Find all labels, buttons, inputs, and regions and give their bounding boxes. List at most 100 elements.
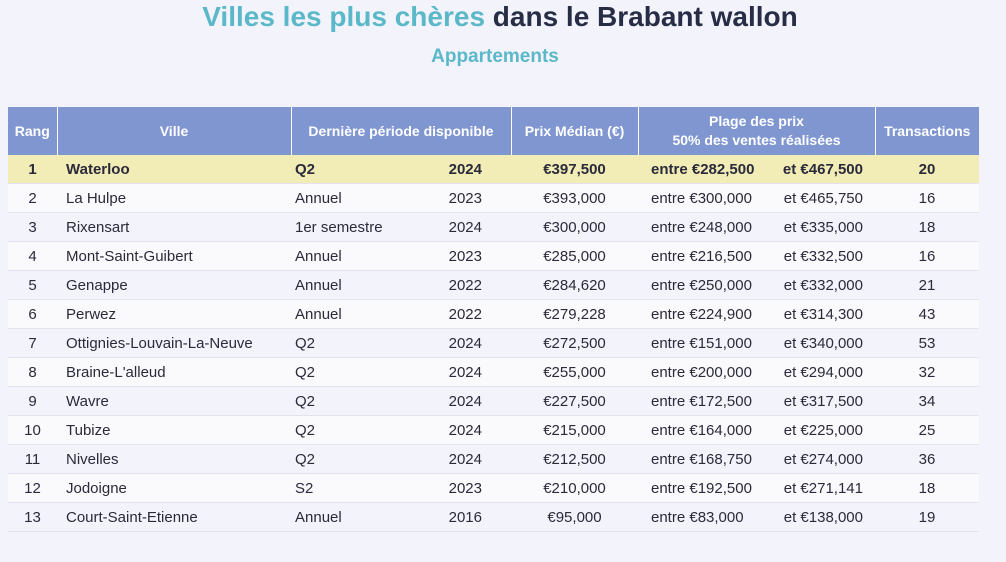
cell-transactions: 53 (875, 328, 979, 358)
cell-period-label: 1er semestre (295, 219, 383, 236)
cell-rank: 5 (8, 270, 57, 300)
cell-period: Q2 2024 (291, 328, 511, 358)
cell-city: Ottignies-Louvain-La-Neuve (57, 328, 291, 358)
cell-range-low: entre €164,000 (651, 422, 752, 439)
header-price-range-line2: 50% des ventes réalisées (672, 132, 841, 148)
table-body: 1 Waterloo Q2 2024 €397,500 entre €282,500 et … (8, 155, 979, 532)
cell-price-range: entre €164,000 et €225,000 (638, 415, 875, 445)
cell-range-high: et €225,000 (783, 422, 863, 439)
cell-price-range: entre €216,500 et €332,500 (638, 241, 875, 271)
cell-transactions: 16 (875, 241, 979, 271)
cell-median-price: €227,500 (511, 386, 638, 416)
cell-period-label: Q2 (295, 161, 316, 178)
header-transactions: Transactions (875, 107, 979, 155)
cell-period-label: Annuel (295, 277, 342, 294)
cell-median-price: €210,000 (511, 473, 638, 503)
cell-range-high: et €294,000 (783, 364, 863, 381)
cell-range-low: entre €192,500 (651, 480, 752, 497)
cell-price-range: entre €172,500 et €317,500 (638, 386, 875, 416)
cell-period-year: 2022 (448, 277, 482, 294)
cell-period: Annuel 2016 (291, 502, 511, 532)
cell-transactions: 18 (875, 473, 979, 503)
title-accent: Villes les plus chères (202, 1, 486, 32)
cell-price-range: entre €151,000 et €340,000 (638, 328, 875, 358)
cell-transactions: 16 (875, 183, 979, 213)
cell-rank: 12 (8, 473, 57, 503)
cell-range-low: entre €151,000 (651, 335, 752, 352)
table-row: 4 Mont-Saint-Guibert Annuel 2023 €285,000 ent… (8, 241, 979, 271)
cell-transactions: 34 (875, 386, 979, 416)
table-row: 11 Nivelles Q2 2024 €212,500 entre €168,750 et… (8, 444, 979, 474)
cell-range-low: entre €282,500 (651, 161, 755, 178)
cell-range-high: et €332,000 (783, 277, 863, 294)
cell-median-price: €255,000 (511, 357, 638, 387)
cell-period: Q2 2024 (291, 386, 511, 416)
cell-period-year: 2024 (448, 161, 482, 178)
cell-transactions: 19 (875, 502, 979, 532)
cell-city: Tubize (57, 415, 291, 445)
cell-city: Jodoigne (57, 473, 291, 503)
table-row: 9 Wavre Q2 2024 €227,500 entre €172,500 et €31… (8, 386, 979, 416)
cell-period-year: 2023 (448, 248, 482, 265)
cell-city: Perwez (57, 299, 291, 329)
table-row: 10 Tubize Q2 2024 €215,000 entre €164,000 et €… (8, 415, 979, 445)
cell-transactions: 25 (875, 415, 979, 445)
page-title: Villes les plus chères dans le Brabant w… (0, 0, 1000, 34)
header-price-range: Plage des prix 50% des ventes réalisées (638, 107, 876, 155)
cell-transactions: 32 (875, 357, 979, 387)
table-row: 8 Braine-L'alleud Q2 2024 €255,000 entre €200… (8, 357, 979, 387)
cell-median-price: €215,000 (511, 415, 638, 445)
cell-rank: 8 (8, 357, 57, 387)
cell-period-year: 2024 (448, 422, 482, 439)
cell-range-low: entre €172,500 (651, 393, 752, 410)
cell-price-range: entre €300,000 et €465,750 (638, 183, 875, 213)
cell-price-range: entre €192,500 et €271,141 (638, 473, 875, 503)
cell-period-label: Annuel (295, 190, 342, 207)
table-row: 5 Genappe Annuel 2022 €284,620 entre €250,000… (8, 270, 979, 300)
cell-period: Annuel 2023 (291, 241, 511, 271)
cell-period: 1er semestre 2024 (291, 212, 511, 242)
cell-period: Q2 2024 (291, 155, 511, 184)
cell-period-label: Q2 (295, 422, 316, 439)
cell-city: Braine-L'alleud (57, 357, 291, 387)
cell-rank: 4 (8, 241, 57, 271)
cell-period: S2 2023 (291, 473, 511, 503)
table-row: 12 Jodoigne S2 2023 €210,000 entre €192,500 et… (8, 473, 979, 503)
cell-period-year: 2024 (448, 364, 482, 381)
cell-period-year: 2016 (448, 509, 482, 526)
cell-city: Mont-Saint-Guibert (57, 241, 291, 271)
table-row: 1 Waterloo Q2 2024 €397,500 entre €282,500 et … (8, 155, 979, 184)
cell-range-high: et €274,000 (783, 451, 863, 468)
cell-period-label: Q2 (295, 335, 316, 352)
cell-period-year: 2024 (448, 219, 482, 236)
cell-range-high: et €467,500 (782, 161, 863, 178)
cell-range-low: entre €224,900 (651, 306, 752, 323)
cell-period-year: 2022 (448, 306, 482, 323)
cell-median-price: €279,228 (511, 299, 638, 329)
cell-period-year: 2023 (448, 480, 482, 497)
cell-range-high: et €317,500 (783, 393, 863, 410)
cell-range-low: entre €300,000 (651, 190, 752, 207)
cell-range-high: et €138,000 (783, 509, 863, 526)
cell-period: Annuel 2022 (291, 299, 511, 329)
cell-city: Wavre (57, 386, 291, 416)
cell-rank: 2 (8, 183, 57, 213)
cell-median-price: €284,620 (511, 270, 638, 300)
cell-period-label: Annuel (295, 248, 342, 265)
cell-rank: 7 (8, 328, 57, 358)
cell-range-high: et €332,500 (783, 248, 863, 265)
cell-price-range: entre €282,500 et €467,500 (638, 155, 875, 184)
cell-median-price: €393,000 (511, 183, 638, 213)
cell-range-high: et €340,000 (783, 335, 863, 352)
cell-period-year: 2024 (448, 393, 482, 410)
table-header-row: Rang Ville Dernière période disponible P… (8, 107, 979, 155)
table-row: 2 La Hulpe Annuel 2023 €393,000 entre €300,00… (8, 183, 979, 213)
header-median-price: Prix Médian (€) (511, 107, 639, 155)
cell-rank: 13 (8, 502, 57, 532)
cell-median-price: €285,000 (511, 241, 638, 271)
cell-period-year: 2024 (448, 335, 482, 352)
table-row: 13 Court-Saint-Etienne Annuel 2016 €95,000 en… (8, 502, 979, 532)
cell-price-range: entre €83,000 et €138,000 (638, 502, 875, 532)
cell-range-high: et €314,300 (783, 306, 863, 323)
cell-range-high: et €271,141 (783, 480, 863, 497)
